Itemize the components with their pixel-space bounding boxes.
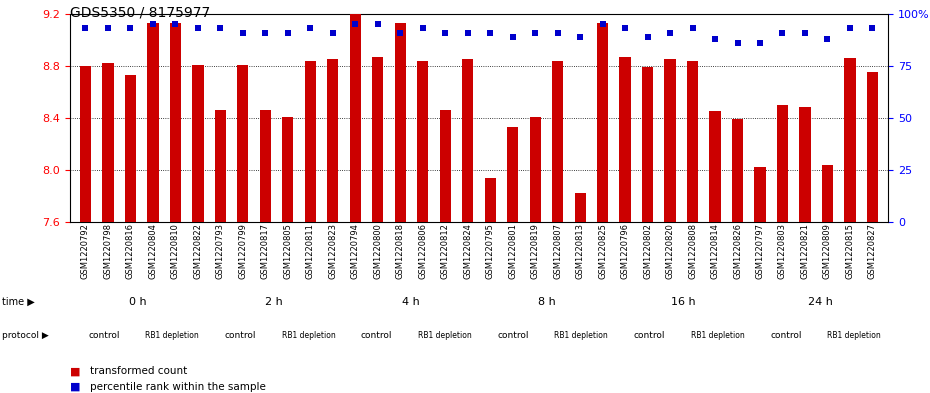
Point — [326, 29, 340, 36]
Bar — [597, 23, 608, 222]
Bar — [80, 66, 91, 222]
Text: control: control — [224, 331, 256, 340]
Bar — [372, 57, 383, 222]
Bar — [215, 110, 226, 222]
Text: RB1 depletion: RB1 depletion — [145, 331, 199, 340]
Bar — [440, 110, 451, 222]
Bar — [687, 61, 698, 222]
Bar — [305, 61, 316, 222]
Point — [235, 29, 250, 36]
Bar — [193, 64, 204, 222]
Bar — [102, 63, 113, 222]
Point — [168, 21, 183, 27]
Point — [595, 21, 610, 27]
Point — [191, 25, 206, 31]
Text: control: control — [498, 331, 529, 340]
Point — [123, 25, 138, 31]
Bar — [529, 117, 540, 222]
Point — [843, 25, 857, 31]
Text: 0 h: 0 h — [129, 297, 147, 307]
Bar — [418, 61, 429, 222]
Bar — [732, 119, 743, 222]
Bar — [327, 59, 339, 222]
Point — [527, 29, 542, 36]
Bar — [552, 61, 564, 222]
Text: protocol ▶: protocol ▶ — [2, 331, 48, 340]
Point — [258, 29, 272, 36]
Point — [685, 25, 700, 31]
Bar — [754, 167, 765, 222]
Text: 4 h: 4 h — [402, 297, 419, 307]
Text: ■: ■ — [70, 382, 80, 392]
Bar — [664, 59, 676, 222]
Text: control: control — [770, 331, 802, 340]
Bar — [147, 23, 158, 222]
Point — [798, 29, 813, 36]
Bar — [485, 178, 496, 222]
Bar — [822, 165, 833, 222]
Bar — [867, 72, 878, 222]
Point — [460, 29, 475, 36]
Point — [145, 21, 160, 27]
Point — [865, 25, 880, 31]
Point — [662, 29, 677, 36]
Point — [213, 25, 228, 31]
Point — [100, 25, 115, 31]
Bar — [170, 23, 181, 222]
Text: 2 h: 2 h — [265, 297, 284, 307]
Bar — [507, 127, 518, 222]
Bar — [237, 64, 248, 222]
Bar — [710, 111, 721, 222]
Text: percentile rank within the sample: percentile rank within the sample — [90, 382, 266, 392]
Bar — [777, 105, 788, 222]
Text: ■: ■ — [70, 366, 80, 376]
Bar — [575, 193, 586, 222]
Bar — [844, 58, 856, 222]
Point — [618, 25, 632, 31]
Point — [416, 25, 431, 31]
Bar — [282, 117, 294, 222]
Point — [392, 29, 407, 36]
Point — [505, 33, 520, 40]
Bar — [642, 67, 653, 222]
Text: 8 h: 8 h — [538, 297, 556, 307]
Text: time ▶: time ▶ — [2, 297, 34, 307]
Bar — [800, 108, 811, 222]
Point — [303, 25, 318, 31]
Bar — [259, 110, 271, 222]
Text: RB1 depletion: RB1 depletion — [554, 331, 608, 340]
Point — [730, 40, 745, 46]
Text: control: control — [88, 331, 120, 340]
Text: control: control — [633, 331, 665, 340]
Point — [640, 33, 655, 40]
Bar — [619, 57, 631, 222]
Point — [348, 21, 363, 27]
Point — [483, 29, 498, 36]
Text: RB1 depletion: RB1 depletion — [282, 331, 336, 340]
Text: transformed count: transformed count — [90, 366, 188, 376]
Point — [281, 29, 296, 36]
Text: 16 h: 16 h — [671, 297, 696, 307]
Bar — [125, 75, 136, 222]
Bar — [394, 23, 405, 222]
Text: RB1 depletion: RB1 depletion — [827, 331, 881, 340]
Text: RB1 depletion: RB1 depletion — [418, 331, 472, 340]
Point — [573, 33, 588, 40]
Point — [775, 29, 790, 36]
Point — [752, 40, 767, 46]
Point — [438, 29, 453, 36]
Point — [551, 29, 565, 36]
Bar — [350, 14, 361, 222]
Text: RB1 depletion: RB1 depletion — [691, 331, 745, 340]
Point — [370, 21, 385, 27]
Text: 24 h: 24 h — [807, 297, 832, 307]
Bar — [462, 59, 473, 222]
Text: control: control — [361, 331, 392, 340]
Point — [708, 36, 723, 42]
Point — [820, 36, 835, 42]
Text: GDS5350 / 8175977: GDS5350 / 8175977 — [70, 6, 210, 20]
Point — [78, 25, 93, 31]
